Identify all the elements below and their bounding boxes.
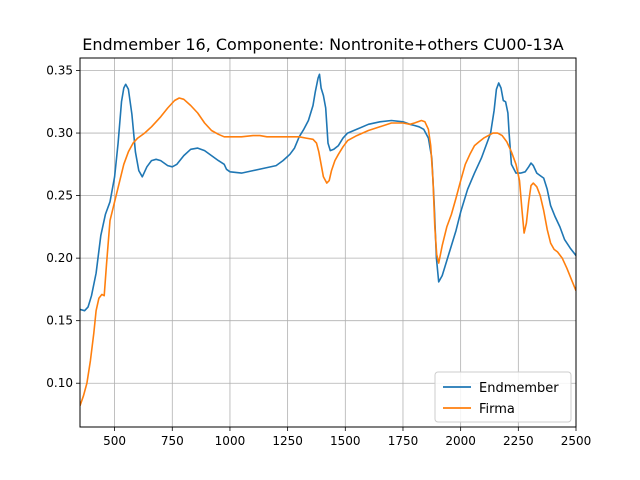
legend-label: Firma — [479, 402, 515, 417]
legend: Endmember Firma — [434, 371, 572, 423]
x-tick-label: 500 — [103, 434, 126, 448]
plot-frame — [79, 57, 577, 428]
legend-label: Endmember — [479, 381, 559, 396]
x-tick-label: 1750 — [388, 434, 419, 448]
x-tick-label: 2000 — [445, 434, 476, 448]
x-tick-label: 2500 — [561, 434, 592, 448]
x-tick-label: 1250 — [272, 434, 303, 448]
x-tick-label: 1500 — [330, 434, 361, 448]
y-tick-label: 0.20 — [46, 251, 73, 265]
x-axis: 500 750 1000 1250 1500 1750 2000 2250 2500 — [103, 427, 591, 448]
chart-title: Endmember 16, Componente: Nontronite+oth… — [82, 35, 564, 54]
series-layer — [80, 73, 576, 406]
series-line-firma — [80, 97, 576, 406]
y-tick-label: 0.30 — [46, 126, 73, 140]
series-line-endmember — [80, 73, 576, 312]
x-tick-label: 750 — [161, 434, 184, 448]
y-tick-label: 0.10 — [46, 376, 73, 390]
y-axis: 0.10 0.15 0.20 0.25 0.30 0.35 — [46, 64, 80, 390]
y-tick-label: 0.35 — [46, 64, 73, 78]
y-tick-label: 0.15 — [46, 314, 73, 328]
x-tick-label: 2250 — [503, 434, 534, 448]
y-tick-label: 0.25 — [46, 189, 73, 203]
legend-box — [434, 371, 572, 423]
x-tick-label: 1000 — [215, 434, 246, 448]
